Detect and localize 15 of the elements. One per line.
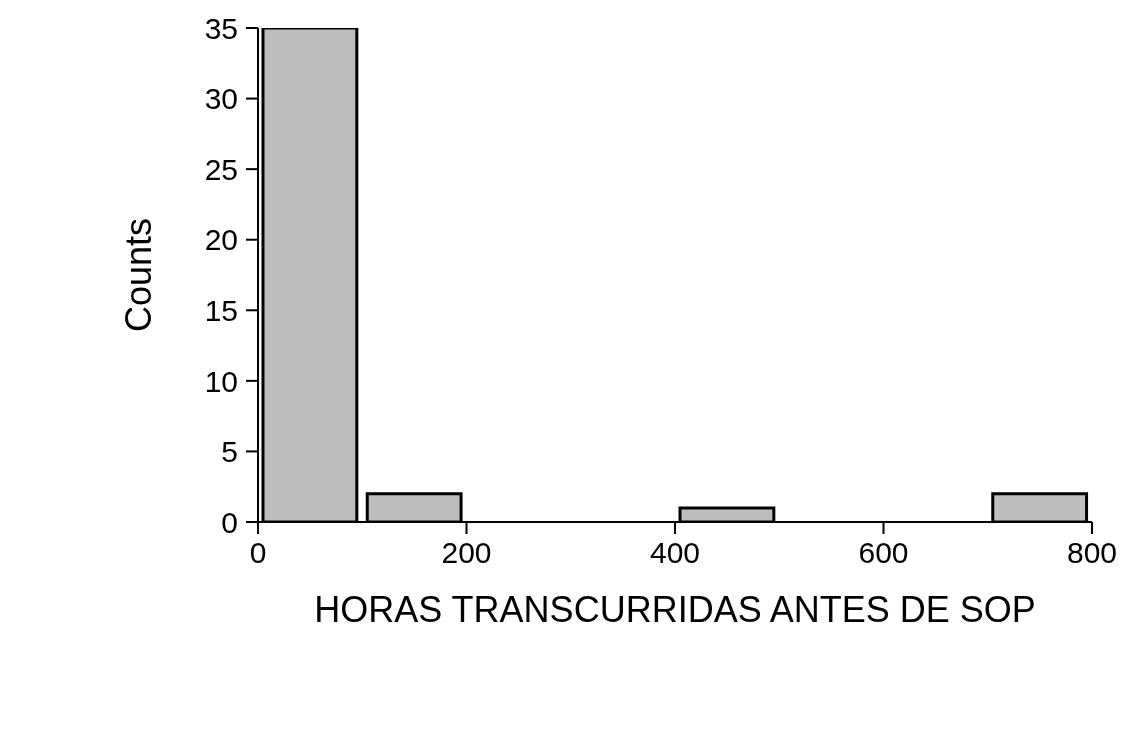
x-tick-label: 200 [441,536,492,570]
x-tick-label: 600 [858,536,909,570]
x-tick-label: 0 [249,536,267,570]
y-tick-label: 35 [204,11,238,45]
x-tick-label: 400 [649,536,701,570]
y-tick-label: 10 [204,364,238,398]
y-tick-label: 20 [204,223,238,257]
y-tick-label: 5 [221,435,238,469]
y-tick-label: 0 [221,505,238,539]
y-tick-label: 30 [204,82,238,116]
y-tick-label: 25 [204,152,238,186]
x-axis-title: HORAS TRANSCURRIDAS ANTES DE SOP [314,589,1036,630]
y-tick-label: 15 [204,293,238,327]
x-tick-label: 800 [1066,536,1118,570]
y-axis-title: Counts [117,217,159,333]
